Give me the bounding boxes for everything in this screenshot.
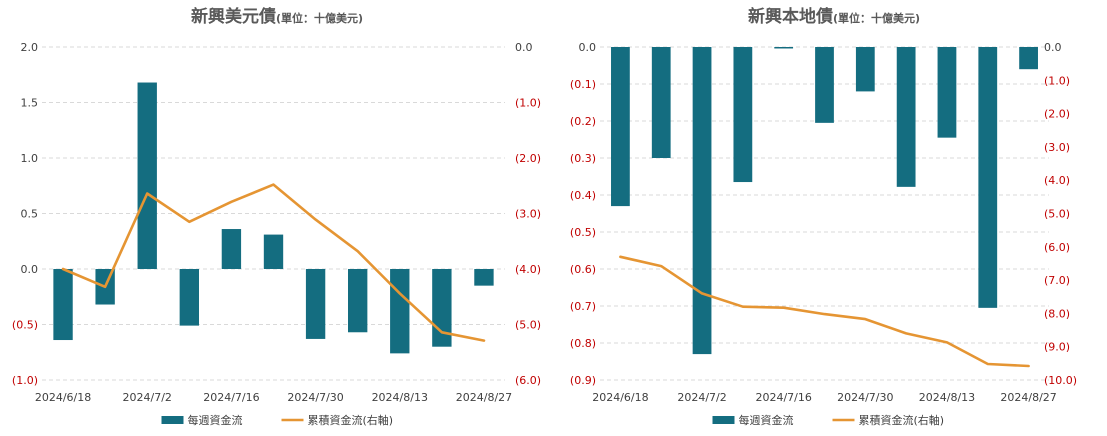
bar-weekly-flow — [774, 47, 794, 49]
left-axis-tick-label: (0.8) — [570, 337, 596, 350]
x-axis-tick-label: 2024/8/27 — [1000, 391, 1056, 404]
bar-weekly-flow — [896, 47, 916, 187]
chart-title: 新興本地債(單位：十億美元) — [748, 6, 920, 27]
right-axis-tick-label: (1.0) — [1044, 74, 1070, 87]
right-axis-tick-label: (5.0) — [1044, 208, 1070, 221]
right-axis-tick-label: 0.0 — [515, 41, 533, 54]
bar-weekly-flow — [390, 269, 410, 354]
legend-bar-swatch — [161, 416, 184, 424]
right-axis-tick-label: (6.0) — [1044, 241, 1070, 254]
chart-em-local-bonds: 新興本地債(單位：十億美元) 0.0 (0.1) (0.2) (0.3) (0.4) (0.… — [570, 6, 1077, 427]
right-axis-tick-label: (2.0) — [1044, 108, 1070, 121]
bar-weekly-flow — [53, 269, 73, 341]
right-axis-tick-label: (4.0) — [1044, 174, 1070, 187]
left-axis-tick-label: (0.7) — [570, 300, 596, 313]
gridlines — [600, 46, 1049, 381]
x-axis-tick-label: 2024/6/18 — [35, 391, 91, 404]
legend-line-label: 累積資金流(右軸) — [859, 413, 945, 427]
legend-bar-swatch — [712, 416, 735, 424]
bar-weekly-flow — [432, 269, 452, 347]
left-axis-tick-label: (0.2) — [570, 115, 596, 128]
right-axis-tick-label: (5.0) — [515, 319, 541, 332]
bar-weekly-flow — [978, 47, 998, 308]
right-axis-tick-label: (2.0) — [515, 152, 541, 165]
left-axis-tick-label: (0.9) — [570, 374, 596, 387]
chart-title: 新興美元債(單位：十億美元) — [191, 6, 363, 27]
right-axis-tick-label: (9.0) — [1044, 341, 1070, 354]
bar-weekly-flow — [937, 47, 957, 138]
bar-weekly-flow — [815, 47, 834, 123]
right-axis-tick-label: (7.0) — [1044, 274, 1070, 287]
left-axis-tick-label: 1.5 — [21, 97, 39, 110]
bar-weekly-flow — [263, 234, 284, 269]
left-axis-tick-label: 1.0 — [21, 152, 39, 165]
bar-weekly-flow — [179, 269, 199, 326]
left-axis-tick-label: (0.3) — [570, 152, 596, 165]
legend: 每週資金流 累積資金流(右軸) — [161, 413, 394, 427]
legend-bar-label: 每週資金流 — [188, 413, 243, 427]
left-axis-tick-label: 0.0 — [579, 41, 597, 54]
left-axis-tick-label: 2.0 — [21, 41, 39, 54]
x-axis-tick-label: 2024/8/13 — [919, 391, 975, 404]
x-axis-tick-label: 2024/7/2 — [677, 391, 726, 404]
legend: 每週資金流 累積資金流(右軸) — [712, 413, 945, 427]
x-axis-tick-label: 2024/7/30 — [837, 391, 893, 404]
bar-weekly-flow — [348, 269, 368, 333]
left-axis-tick-label: 0.0 — [21, 263, 39, 276]
bar-weekly-flow — [855, 47, 875, 92]
x-axis-tick-label: 2024/7/16 — [203, 391, 259, 404]
left-axis-tick-label: (0.5) — [12, 319, 38, 332]
x-axis-tick-label: 2024/6/18 — [592, 391, 648, 404]
x-axis-tick-label: 2024/7/30 — [287, 391, 343, 404]
legend-bar-label: 每週資金流 — [739, 413, 794, 427]
chart-panel-em-usd-bonds: 新興美元債(單位：十億美元) 2.0 1.5 1.0 0.5 0.0 (0.5) (1.0) 0… — [0, 0, 553, 436]
right-axis-tick-label: 0.0 — [1044, 41, 1062, 54]
x-axis-tick-label: 2024/7/2 — [123, 391, 172, 404]
right-axis-tick-label: (6.0) — [515, 374, 541, 387]
bar-weekly-flow — [137, 82, 157, 270]
bar-weekly-flow — [611, 47, 630, 207]
left-axis-tick-label: (0.6) — [570, 263, 596, 276]
chart-title-unit: (單位：十億美元) — [276, 11, 363, 25]
bar-weekly-flow — [692, 47, 712, 355]
right-axis-tick-label: (8.0) — [1044, 307, 1070, 320]
line-cumulative-flow — [61, 183, 486, 342]
right-axis-tick-label: (3.0) — [515, 208, 541, 221]
bar-weekly-flow — [474, 269, 494, 286]
x-axis-tick-label: 2024/7/16 — [755, 391, 811, 404]
bar-weekly-flow — [733, 47, 753, 183]
x-axis-tick-label: 2024/8/27 — [456, 391, 512, 404]
bar-weekly-flow — [1019, 47, 1038, 70]
bar-weekly-flow — [651, 47, 671, 158]
right-axis-tick-label: (4.0) — [515, 263, 541, 276]
right-axis-tick-label: (3.0) — [1044, 141, 1070, 154]
chart-title-unit: (單位：十億美元) — [833, 11, 920, 25]
left-axis-tick-label: 0.5 — [21, 208, 39, 221]
line-cumulative-flow — [619, 255, 1030, 368]
chart-em-usd-bonds: 新興美元債(單位：十億美元) 2.0 1.5 1.0 0.5 0.0 (0.5) (1.0) 0… — [12, 6, 541, 427]
bar-weekly-flow — [221, 229, 242, 269]
left-axis-tick-label: (1.0) — [12, 374, 38, 387]
chart-panel-em-local-bonds: 新興本地債(單位：十億美元) 0.0 (0.1) (0.2) (0.3) (0.4) (0.… — [554, 0, 1107, 436]
x-axis-tick-label: 2024/8/13 — [372, 391, 428, 404]
legend-line-label: 累積資金流(右軸) — [308, 413, 394, 427]
chart-title-main: 新興本地債 — [748, 6, 833, 27]
right-axis-tick-label: (10.0) — [1044, 374, 1077, 387]
left-axis-tick-label: (0.1) — [570, 78, 596, 91]
right-axis-tick-label: (1.0) — [515, 97, 541, 110]
chart-title-main: 新興美元債 — [191, 6, 276, 27]
left-axis-tick-label: (0.4) — [570, 189, 596, 202]
left-axis-tick-label: (0.5) — [570, 226, 596, 239]
bar-weekly-flow — [305, 269, 326, 339]
